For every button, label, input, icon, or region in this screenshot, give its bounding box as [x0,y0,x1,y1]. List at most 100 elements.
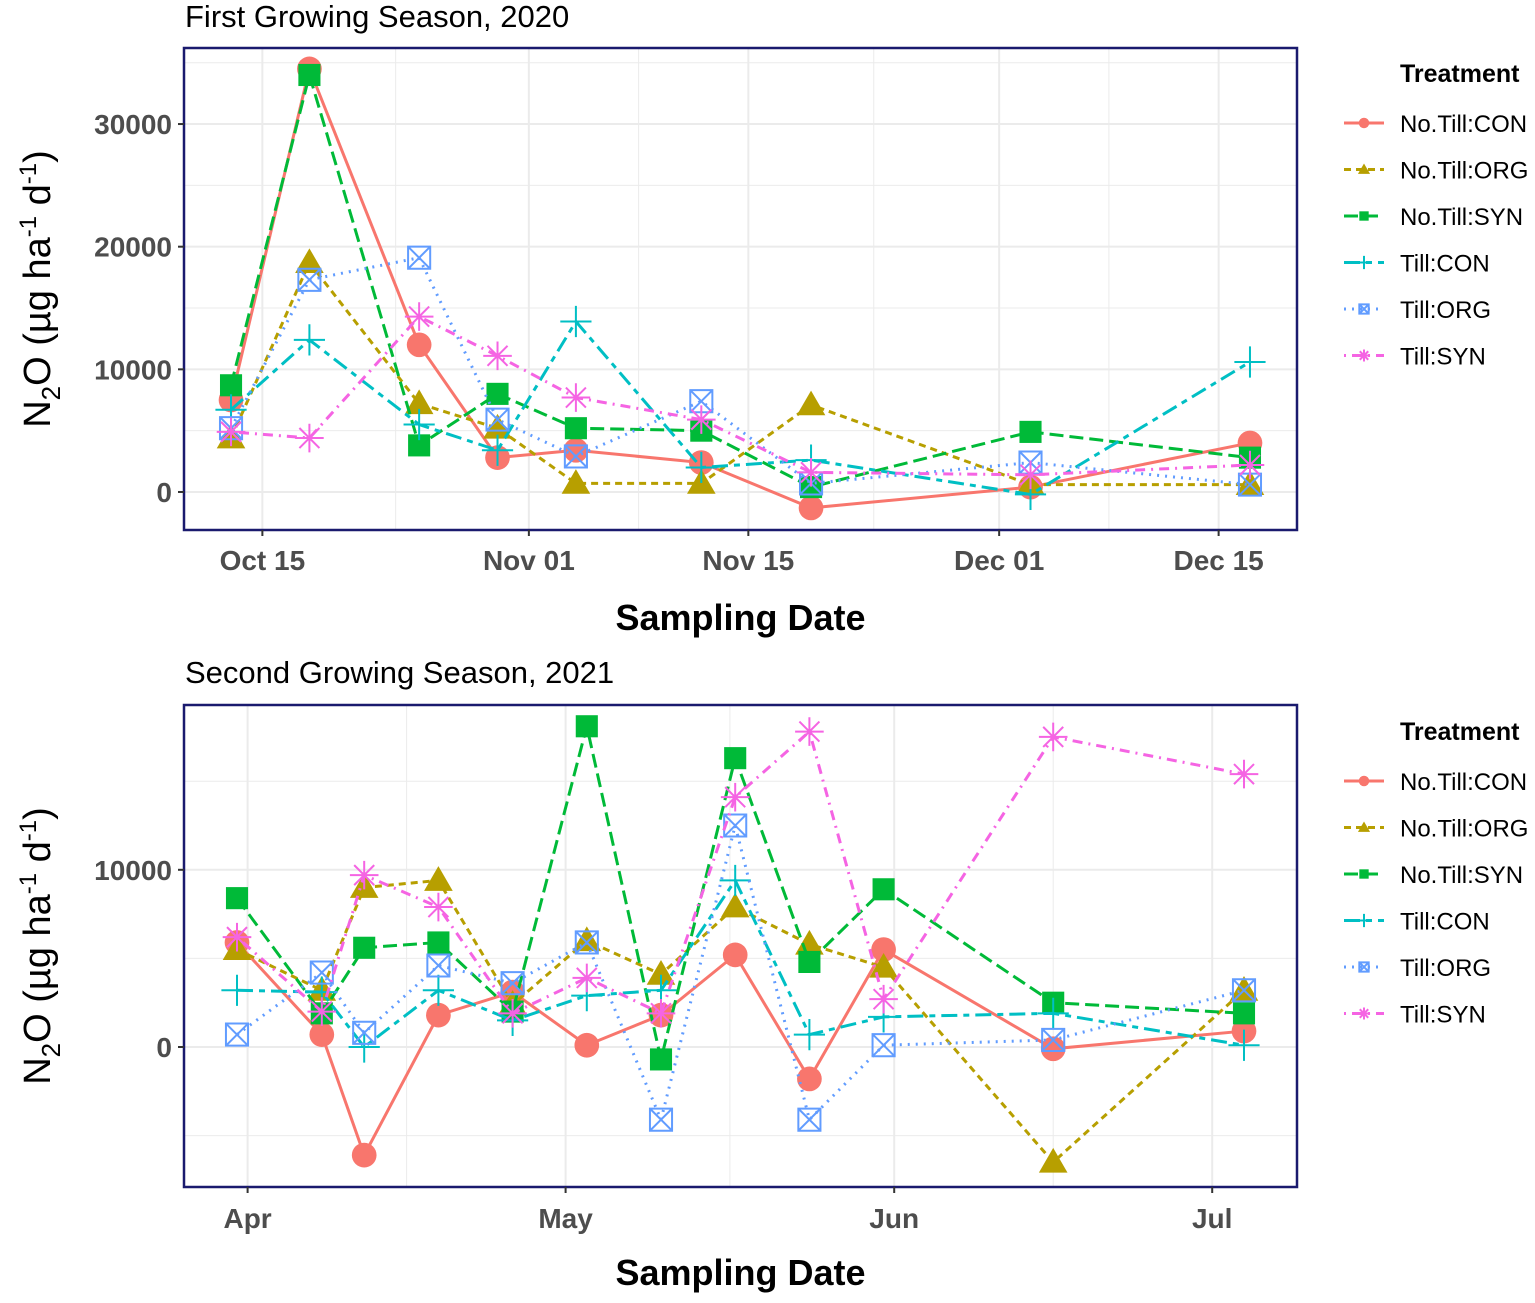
point-circle [426,1002,451,1028]
point-boxed-x [648,1107,674,1132]
point-asterisk [720,782,750,812]
point-triangle [1235,470,1265,496]
point-triangle [869,952,898,978]
y-axis-label: N2O (µg ha-1 d-1) [15,150,66,428]
point-plus [1234,346,1266,378]
point-square [724,747,747,770]
series-line [229,259,1250,487]
legend-label: Till:CON [1400,909,1490,936]
legend: Treatment No.Till:CON No.Till:ORG No.Till:S… [1344,718,1528,1029]
legend-item: Till:SYN [1344,1002,1486,1029]
point-square [872,878,895,901]
x-tick-label: Nov 01 [483,545,575,576]
point-triangle [1357,821,1371,832]
point-plus [1357,913,1371,928]
series-till-con [215,305,1266,511]
legend-item: No.Till:CON [1344,111,1527,138]
point-circle [797,1066,822,1092]
x-tick-label: Dec 15 [1173,545,1263,576]
y-label-n: N [17,400,59,427]
point-triangle [295,248,324,274]
point-triangle [404,389,434,415]
legend-label: No.Till:CON [1400,111,1527,138]
point-asterisk [1357,349,1371,362]
x-tick-label: Apr [223,1203,271,1234]
point-boxed-x [574,930,599,955]
point-asterisk [1235,450,1265,480]
point-square [225,887,249,910]
series-till-org [218,245,1263,497]
point-boxed-x [407,245,432,270]
panel-border [182,46,1299,532]
chart-panel-2: Second Growing Season, 2021 0 10000 Apr May J… [15,655,1528,1293]
point-circle [722,942,748,968]
legend-item: Till:CON [1344,909,1490,936]
legend-label: No.Till:ORG [1400,816,1528,843]
series-line [230,318,1251,496]
point-asterisk [687,405,716,434]
y-label-d: d [17,841,59,873]
legend-label: Till:SYN [1400,344,1486,371]
grid [184,48,1297,530]
point-square [219,374,243,397]
legend-label: Till:CON [1400,251,1490,278]
point-asterisk [1038,722,1068,752]
point-triangle [572,926,602,952]
legend-label: Till:SYN [1400,1002,1486,1029]
point-triangle [646,960,676,985]
point-square [408,434,431,457]
point-square [353,936,376,959]
point-boxed-x [1358,303,1370,315]
point-circle [309,1022,335,1047]
point-square [575,715,598,738]
point-square [1019,420,1042,443]
series-line [229,69,1251,489]
point-square [486,382,509,405]
point-boxed-x [723,813,748,838]
point-boxed-x [1041,1027,1066,1052]
legend-label: Till:ORG [1400,297,1491,324]
series-line [236,878,1246,1165]
point-asterisk [404,302,434,331]
series-no-till-org [216,248,1265,496]
point-asterisk [498,999,527,1028]
point-boxed-x [426,953,451,978]
chart-panel-1: First Growing Season, 2020 0 10000 20000 300… [15,0,1528,638]
series-no-till-con [224,930,1257,1168]
legend-item: No.Till:CON [1344,769,1527,796]
point-asterisk [1016,460,1045,490]
y-label-close: ) [17,807,59,820]
point-asterisk [796,458,826,487]
point-asterisk [349,860,379,890]
y-label-superscript: -1 [15,163,42,184]
point-circle [1040,1036,1066,1062]
point-circle [406,332,432,358]
point-circle [351,1142,377,1168]
point-boxed-x [871,1033,896,1058]
x-axis-label: Sampling Date [615,597,865,638]
point-plus [1228,1029,1260,1061]
y-label-superscript: -1 [15,873,42,894]
point-boxed-x [309,960,334,985]
point-triangle [1038,1147,1068,1173]
point-plus [422,974,454,1006]
point-boxed-x [224,1022,250,1047]
x-tick-label: Oct 15 [220,545,306,576]
y-axis-label: N2O (µg ha-1 d-1) [15,807,66,1085]
legend-item: No.Till:ORG [1344,158,1528,185]
point-circle [1358,775,1370,787]
legend-title: Treatment [1400,60,1520,88]
point-triangle [1357,163,1371,174]
point-triangle [1229,976,1259,1001]
point-asterisk [1357,1007,1371,1020]
y-label-n: N [17,1057,59,1084]
point-plus [1357,255,1371,270]
point-square [427,931,450,954]
point-boxed-x [689,389,714,414]
point-triangle [561,469,591,494]
point-boxed-x [485,407,510,432]
chart-title: Second Growing Season, 2021 [185,655,614,690]
point-boxed-x [352,1020,377,1045]
point-plus [293,324,326,356]
legend-item: Till:CON [1344,251,1490,278]
